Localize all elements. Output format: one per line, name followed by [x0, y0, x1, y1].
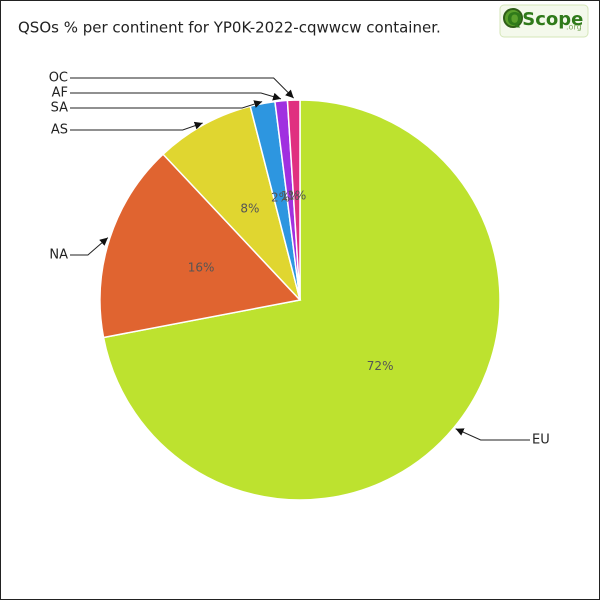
value-label: 16% [188, 260, 215, 274]
slice-label: AS [51, 123, 68, 138]
logo-box [499, 4, 589, 38]
logo: QScope .org [499, 4, 589, 38]
logo-text: QScope [507, 9, 583, 30]
leader-line [70, 100, 263, 109]
value-label: 1% [287, 189, 306, 203]
logo-suffix: .org [566, 23, 582, 32]
leader-line [70, 121, 203, 131]
pie-slice [162, 105, 301, 301]
slice-label: AF [52, 86, 68, 101]
chart-title: QSOs % per continent for YP0K-2022-cqwwc… [18, 19, 441, 37]
value-label: 2% [271, 190, 290, 204]
slice-label: OC [49, 71, 68, 86]
slice-label: NA [49, 248, 68, 263]
pie-slice [102, 99, 501, 501]
value-label: 1% [281, 189, 300, 203]
leader-line [70, 92, 282, 101]
pie-slice [99, 153, 302, 339]
leader-line [70, 237, 109, 256]
leader-line [70, 77, 295, 99]
leader-line [455, 428, 530, 441]
value-label: 8% [240, 201, 259, 215]
pie-slice [286, 99, 301, 301]
slice-label: EU [532, 433, 550, 448]
slice-label: SA [51, 101, 68, 116]
value-label: 72% [367, 359, 394, 373]
logo-icon [503, 8, 523, 28]
